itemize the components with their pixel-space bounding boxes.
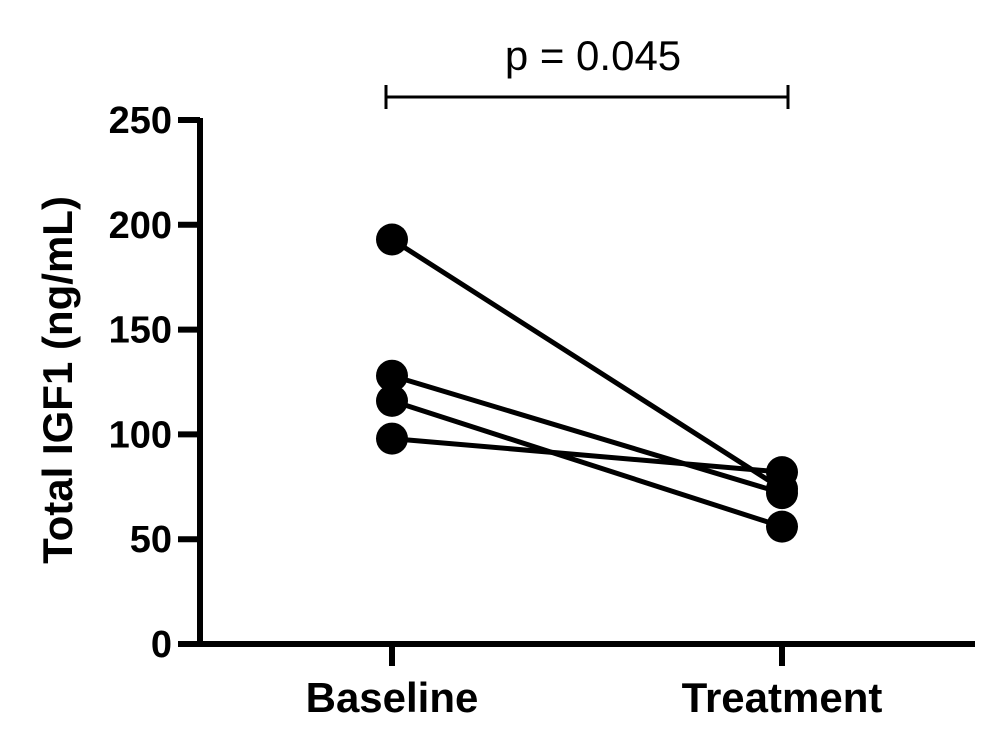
data-point [376, 223, 408, 256]
y-tick-label: 200 [109, 205, 172, 247]
data-point [376, 384, 408, 417]
y-axis-label: Total IGF1 (ng/mL) [34, 196, 81, 564]
y-tick-label: 0 [151, 624, 172, 666]
data-point [766, 456, 798, 489]
y-tick-label: 250 [109, 100, 172, 142]
series-line [391, 398, 783, 530]
y-tick-label: 50 [130, 519, 172, 561]
y-tick-label: 150 [109, 310, 172, 352]
series-line [390, 237, 784, 492]
series-line [391, 373, 783, 496]
data-point [376, 359, 408, 392]
y-tick-label: 100 [109, 414, 172, 456]
x-tick-label: Treatment [682, 674, 883, 721]
p-value-label: p = 0.045 [505, 32, 681, 79]
data-point [766, 510, 798, 543]
series-line [391, 436, 783, 475]
x-tick-label: Baseline [306, 674, 479, 721]
data-point [376, 422, 408, 455]
